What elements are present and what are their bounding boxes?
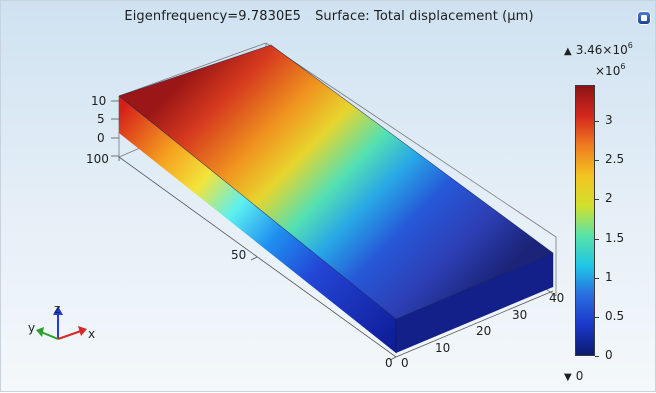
axis-triad: z x y <box>28 302 95 341</box>
beam-side-face <box>119 96 396 353</box>
colorbar-tick-label: 2.5 <box>605 152 625 166</box>
colorbar-tick-mark <box>595 278 599 279</box>
colorbar-tick-label: 2 <box>605 191 613 205</box>
colorbar-scale-label: ×106 <box>595 62 626 78</box>
colorbar-tick-label: 1.5 <box>605 231 625 245</box>
view-options-icon[interactable] <box>637 11 651 25</box>
colorbar-tick-mark <box>595 356 599 357</box>
colorbar-tick-label: 0.5 <box>605 309 625 323</box>
eigenfrequency-label: Eigenfrequency=9.7830E5 <box>124 9 302 24</box>
triad-x-label: x <box>88 327 95 341</box>
y-tick-label: 50 <box>231 248 246 262</box>
triad-z-label: z <box>54 302 60 316</box>
colorbar-tick-label: 3 <box>605 113 613 127</box>
colorbar-max-label: ▲ 3.46×106 <box>564 41 633 57</box>
beam-edges <box>118 44 554 353</box>
plot-title: Eigenfrequency=9.7830E5 Surface: Total di… <box>1 9 656 24</box>
colorbar-tick-mark <box>595 317 599 318</box>
y-axis <box>118 156 397 361</box>
x-axis <box>395 290 554 358</box>
x-tick-label: 40 <box>549 291 564 305</box>
z-tick-label: 0 <box>97 131 105 145</box>
y-tick-label: 0 <box>385 356 393 370</box>
colorbar <box>575 85 595 356</box>
beam-end-face <box>396 253 553 353</box>
x-tick-label: 20 <box>476 324 491 338</box>
y-tick-label: 100 <box>86 152 109 166</box>
x-tick-label: 30 <box>512 308 527 322</box>
colorbar-tick-label: 1 <box>605 270 613 284</box>
colorbar-tick-label: 0 <box>605 348 613 362</box>
z-axis <box>111 100 119 157</box>
colorbar-tick-mark <box>595 160 599 161</box>
surface-label: Surface: Total displacement (µm) <box>315 9 534 24</box>
z-tick-label: 5 <box>97 112 105 126</box>
colorbar-tick-mark <box>595 199 599 200</box>
triangle-up-icon: ▲ <box>564 46 572 57</box>
x-tick-label: 0 <box>401 356 409 370</box>
colorbar-min-label: ▼ 0 <box>564 369 584 383</box>
colorbar-tick-mark <box>595 239 599 240</box>
beam-top-face <box>119 45 553 319</box>
triad-y-label: y <box>28 321 35 335</box>
x-tick-label: 10 <box>435 341 450 355</box>
z-tick-label: 10 <box>91 94 106 108</box>
colorbar-tick-mark <box>595 121 599 122</box>
triangle-down-icon: ▼ <box>564 372 572 383</box>
